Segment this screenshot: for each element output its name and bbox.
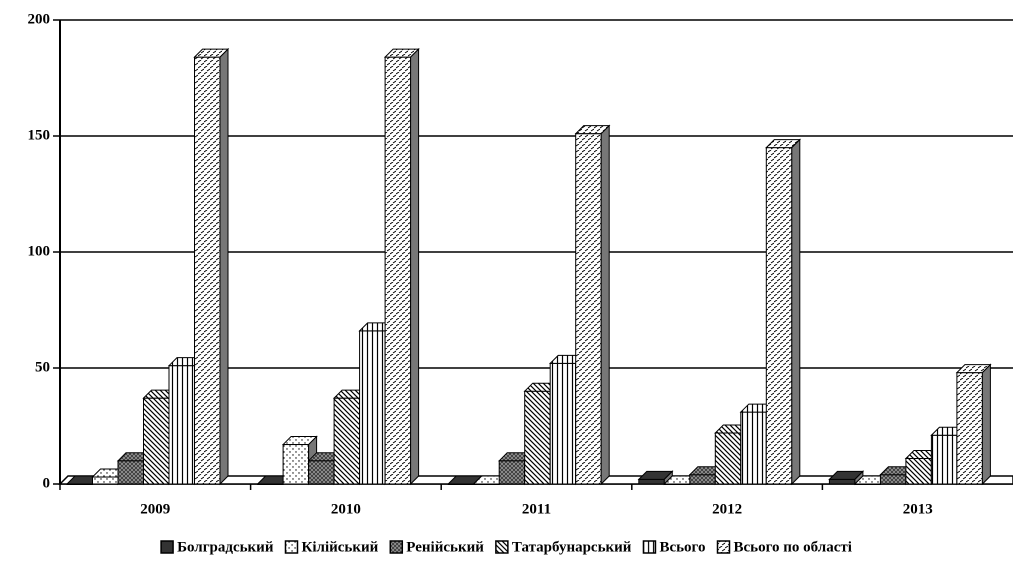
bar <box>955 363 992 486</box>
y-tick-label: 0 <box>43 475 51 491</box>
bar-front <box>549 362 577 485</box>
legend-swatch <box>642 540 657 554</box>
bar-front <box>282 444 310 485</box>
bar-front <box>308 460 335 485</box>
bar-front <box>524 390 551 485</box>
y-tick-label: 50 <box>35 359 50 375</box>
legend-label: Всього <box>659 539 705 555</box>
legend-label: Всього по області <box>734 539 852 555</box>
bar-front <box>930 434 958 485</box>
bar-front <box>575 133 602 485</box>
bar-front <box>740 411 767 485</box>
bar-side <box>600 124 610 486</box>
bar-front <box>333 397 361 485</box>
bar-front <box>168 365 195 485</box>
bar-side <box>410 47 420 486</box>
legend-swatch <box>284 540 299 554</box>
bar <box>637 470 674 486</box>
legend-swatch <box>716 540 731 554</box>
bar-front <box>194 56 221 485</box>
bar <box>765 138 802 486</box>
bar <box>574 124 611 486</box>
y-tick-label: 200 <box>28 11 51 27</box>
bar-front <box>956 372 983 485</box>
bar <box>193 47 230 486</box>
x-tick-label: 2011 <box>522 501 551 517</box>
bar-front <box>879 474 907 485</box>
legend-label: Татарбунарський <box>512 539 632 555</box>
x-tick-label: 2009 <box>140 501 170 517</box>
bar <box>383 47 420 486</box>
bar-front <box>117 460 144 485</box>
legend-label: Ренійський <box>406 539 484 555</box>
legend-swatch <box>389 540 404 554</box>
bar-front <box>638 478 665 485</box>
bar-side <box>219 47 229 486</box>
bar-front <box>689 474 716 485</box>
bar-front <box>92 476 119 485</box>
bar-front <box>143 397 170 485</box>
y-tick-label: 100 <box>28 243 51 259</box>
legend-swatch <box>160 540 174 554</box>
legend-swatch <box>495 540 509 554</box>
bar-front <box>498 460 526 485</box>
legend-label: Болградський <box>177 539 274 555</box>
bar <box>828 470 865 486</box>
y-tick-label: 150 <box>28 127 51 143</box>
bar-front <box>828 478 856 485</box>
bar-side <box>981 363 991 486</box>
x-tick-label: 2013 <box>903 501 933 517</box>
bar-front <box>714 432 742 485</box>
bar-front <box>765 147 793 485</box>
bar-front <box>905 457 932 485</box>
bar-front <box>384 56 412 485</box>
x-tick-label: 2010 <box>331 501 361 517</box>
bar-side <box>791 138 801 486</box>
x-tick-label: 2012 <box>712 501 742 517</box>
bar-front <box>359 330 386 485</box>
legend: Болградський Кілійський Ренійський Татарбун… <box>160 539 852 555</box>
legend-label: Кілійський <box>301 539 378 555</box>
